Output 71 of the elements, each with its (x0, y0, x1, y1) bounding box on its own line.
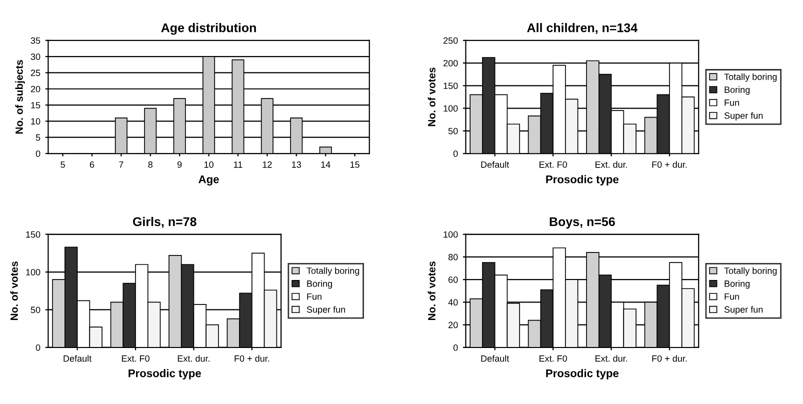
y-tick-label: 150 (26, 231, 40, 238)
x-tick-label: Ext. F0 (540, 161, 568, 168)
x-tick-label: F0 + dur. (234, 355, 270, 362)
legend-label: Boring (724, 86, 750, 95)
y-tick-label: 150 (444, 82, 458, 90)
y-tick-label: 250 (443, 37, 458, 44)
legend-label: Fun (307, 293, 322, 300)
y-axis-title: No. of subjects (15, 60, 25, 134)
x-axis-title: Prosodic type (128, 369, 201, 380)
y-axis-title: No. of votes (10, 262, 18, 320)
legend-label: Super fun (724, 306, 763, 314)
x-tick-label: 5 (60, 161, 65, 168)
x-tick-label: 10 (204, 161, 214, 168)
y-tick-label: 10 (31, 118, 40, 125)
x-axis-title: Prosodic type (546, 175, 619, 186)
x-tick-label: F0 + dur. (652, 161, 687, 168)
x-tick-label: 6 (90, 161, 94, 168)
y-tick-label: 200 (443, 60, 458, 66)
y-tick-label: 20 (448, 322, 458, 328)
legend-label: Boring (307, 280, 332, 289)
x-tick-label: 12 (262, 161, 272, 168)
y-tick-label: 100 (444, 231, 458, 238)
x-tick-label: Ext. dur. (595, 161, 628, 168)
x-tick-label: Default (64, 355, 92, 362)
chart-title: All children, n=134 (527, 23, 638, 34)
y-tick-label: 20 (30, 86, 40, 92)
x-tick-label: 11 (234, 161, 242, 168)
legend-label: Super fun (306, 306, 346, 314)
y-tick-label: 50 (30, 306, 40, 314)
y-tick-label: 5 (36, 134, 40, 141)
x-axis-title: Prosodic type (546, 369, 619, 380)
legend-label: Totally boring (724, 267, 777, 276)
x-tick-label: 15 (350, 161, 360, 168)
x-tick-label: Ext. F0 (122, 355, 150, 362)
y-tick-label: 0 (453, 150, 458, 157)
legend-label: Super fun (724, 112, 763, 121)
legend-label: Totally boring (724, 73, 777, 82)
x-tick-label: F0 + dur. (652, 355, 687, 362)
legend-label: Fun (724, 100, 739, 106)
x-tick-label: Default (481, 161, 510, 168)
y-axis-title: No. of votes (428, 68, 436, 126)
y-tick-label: 100 (26, 268, 40, 276)
x-tick-label: 9 (177, 161, 182, 168)
y-tick-label: 50 (448, 128, 458, 134)
x-tick-label: Ext. dur. (595, 355, 628, 362)
chart-title: Age distribution (161, 23, 256, 35)
x-tick-label: 13 (292, 161, 302, 168)
legend-label: Boring (724, 280, 750, 289)
y-tick-label: 0 (36, 150, 40, 157)
y-tick-label: 25 (30, 70, 40, 76)
y-tick-label: 60 (448, 276, 458, 283)
x-tick-label: 8 (148, 161, 152, 168)
chart-title: Girls, n=78 (132, 216, 196, 228)
x-tick-label: 14 (321, 161, 330, 168)
chart-title: Boys, n=56 (550, 217, 615, 229)
y-tick-label: 0 (36, 344, 40, 351)
y-tick-label: 30 (30, 54, 40, 60)
y-tick-label: 35 (30, 37, 40, 44)
legend-label: Totally boring (306, 267, 360, 276)
y-tick-label: 15 (31, 102, 40, 108)
y-tick-label: 40 (448, 299, 458, 306)
legend-label: Fun (724, 293, 739, 300)
y-tick-label: 80 (448, 254, 458, 260)
x-tick-label: Ext. dur. (178, 355, 210, 362)
x-tick-label: Ext. F0 (540, 355, 568, 362)
y-tick-label: 0 (453, 344, 458, 351)
y-axis-title: No. of votes (428, 262, 436, 320)
x-tick-label: 7 (119, 161, 124, 168)
x-tick-label: Default (481, 355, 510, 362)
y-tick-label: 100 (444, 105, 458, 112)
x-axis-title: Age (198, 175, 219, 186)
